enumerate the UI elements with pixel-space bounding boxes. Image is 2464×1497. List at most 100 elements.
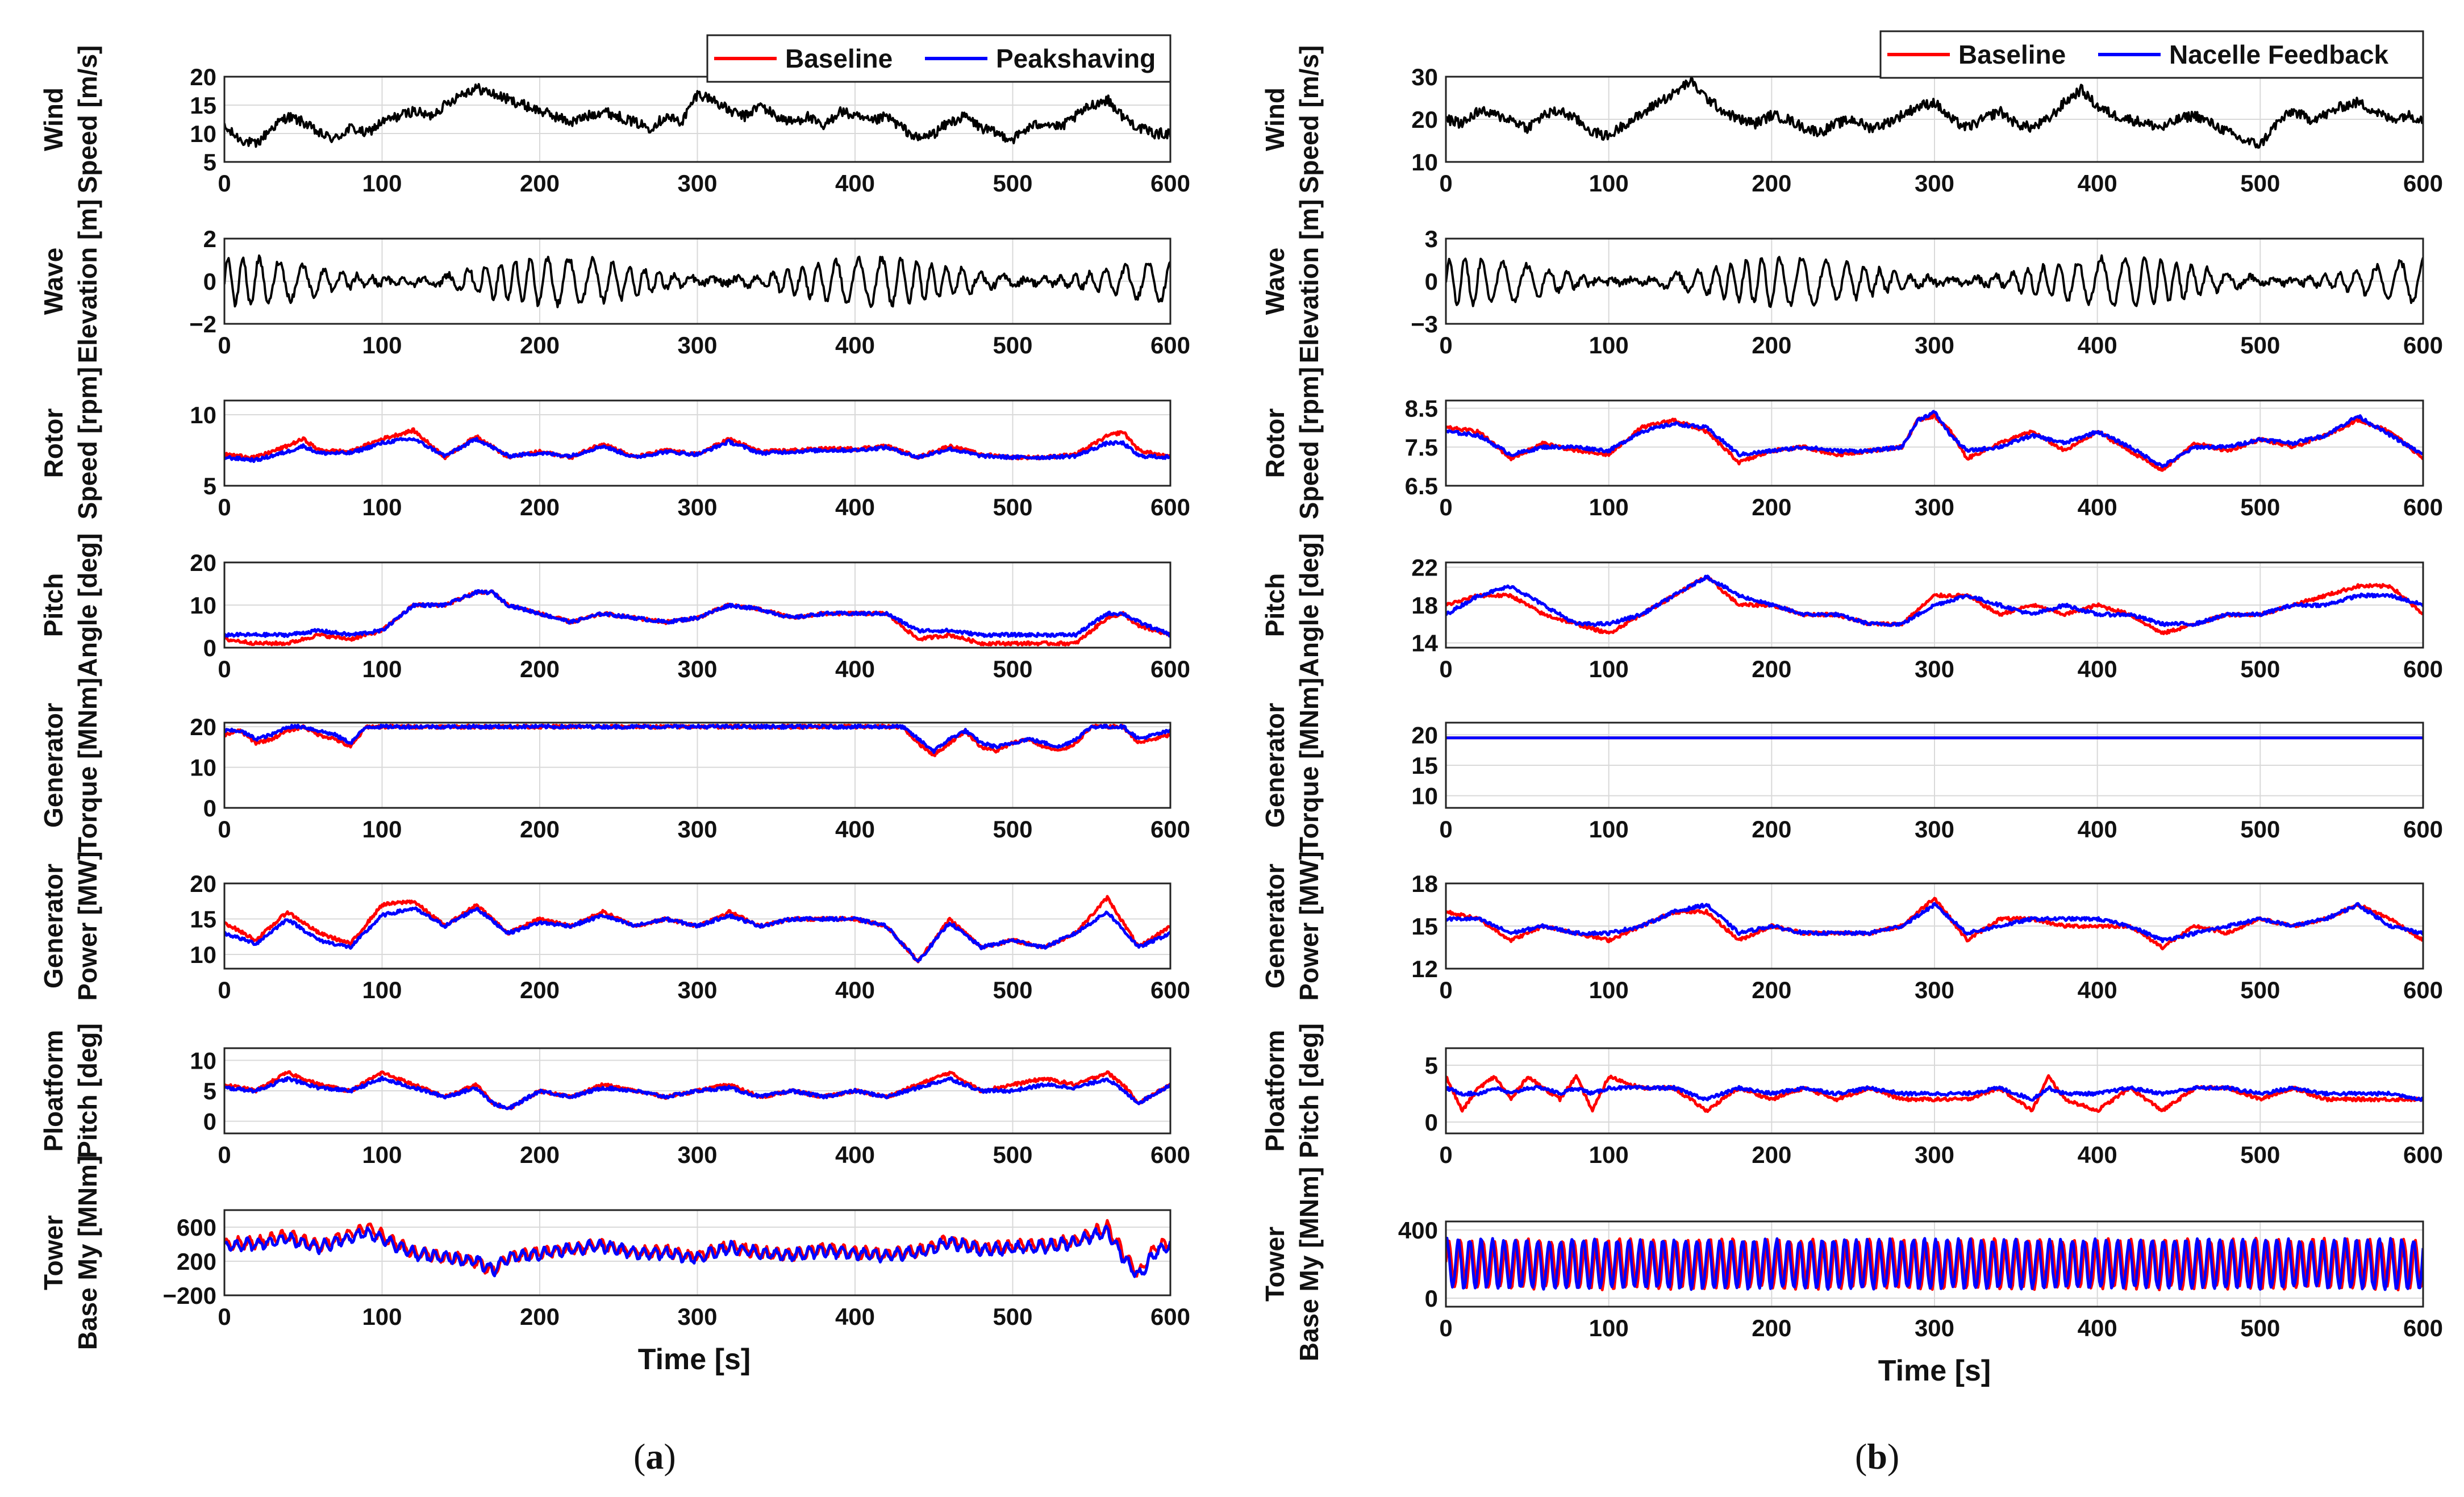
y-axis-label-line-1: Generator [39, 703, 68, 828]
y-axis-label-line-2: Pitch [deg] [1294, 1023, 1324, 1158]
subplot-a-4: 0 100 200 300 400 500 600 0 10 20 Pitch Angle [deg] [39, 533, 1190, 682]
x-tick-label: 200 [1752, 494, 1791, 520]
series-line-nacelle-feedback [1446, 410, 2423, 469]
series-group [1446, 254, 2423, 308]
x-tick-label: 200 [520, 977, 560, 1003]
y-tick-label: −2 [189, 311, 216, 337]
x-tick-label: 400 [2078, 170, 2117, 197]
series-line-peakshaving [224, 723, 1170, 754]
axes-box [1445, 237, 2424, 325]
y-axis-label-line-1: Rotor [1260, 408, 1290, 478]
y-axis-label-line-1: Rotor [39, 408, 68, 478]
y-tick-label: −3 [1411, 311, 1438, 337]
y-axis-label-line-2: Angle [deg] [1294, 533, 1324, 677]
x-tick-label: 100 [1589, 816, 1629, 843]
x-tick-label: 200 [520, 1303, 560, 1330]
axes-box [223, 1047, 1171, 1135]
y-tick-label: 30 [1411, 64, 1438, 90]
y-tick-label: 10 [1411, 149, 1438, 176]
y-tick-label: 10 [190, 754, 216, 781]
x-tick-label: 300 [677, 977, 717, 1003]
x-tick-label: 600 [1150, 977, 1190, 1003]
x-tick-label: 100 [362, 332, 402, 358]
x-tick-label: 100 [1589, 1141, 1629, 1168]
x-tick-label: 400 [835, 1141, 875, 1168]
x-tick-label: 500 [993, 170, 1032, 197]
x-tick-label: 300 [1915, 977, 1954, 1003]
y-tick-label: 12 [1411, 956, 1438, 982]
y-axis-label-line-1: Pitch [39, 573, 68, 637]
x-tick-label: 300 [1915, 170, 1954, 197]
x-tick-label: 600 [2403, 1141, 2443, 1168]
y-axis-label-line-2: Speed [rpm] [73, 367, 102, 519]
x-tick-label: 500 [2240, 977, 2280, 1003]
x-tick-label: 500 [993, 1303, 1032, 1330]
x-tick-label: 500 [993, 816, 1032, 843]
x-tick-label: 300 [677, 170, 717, 197]
y-tick-label: 6.5 [1405, 473, 1438, 499]
axes-box [1445, 1220, 2424, 1308]
series-group [1446, 896, 2423, 950]
x-tick-label: 400 [2078, 494, 2117, 520]
y-axis-label-line-2: Speed [rpm] [1294, 367, 1324, 519]
y-axis-label-line-2: Torque [MNm] [1294, 678, 1324, 853]
x-tick-label: 300 [1915, 332, 1954, 358]
x-tick-label: 200 [520, 332, 560, 358]
y-tick-label: 10 [190, 120, 216, 147]
x-tick-label: 300 [677, 1141, 717, 1168]
x-tick-label: 0 [218, 1303, 231, 1330]
y-axis-label-line-1: Ploatform [39, 1030, 68, 1152]
series-group [224, 723, 1170, 757]
x-tick-label: 0 [218, 656, 231, 682]
x-tick-label: 400 [835, 332, 875, 358]
y-tick-label: 0 [1425, 1109, 1438, 1136]
x-tick-label: 200 [1752, 1141, 1791, 1168]
x-tick-label: 200 [520, 656, 560, 682]
x-tick-label: 200 [1752, 656, 1791, 682]
legend-entry: Baseline [785, 44, 893, 73]
x-tick-label: 0 [218, 1141, 231, 1168]
subplot-b-7: 0 100 200 300 400 500 600 0 5 Ploatform Pitch [deg… [1260, 1023, 2443, 1168]
y-tick-label: 18 [1411, 592, 1438, 619]
x-tick-label: 400 [2078, 656, 2117, 682]
x-tick-label: 200 [520, 816, 560, 843]
y-axis-label-line-1: Tower [1260, 1227, 1290, 1302]
x-tick-label: 300 [1915, 816, 1954, 843]
x-tick-label: 600 [2403, 1315, 2443, 1341]
series-line-baseline [224, 1219, 1170, 1278]
x-tick-label: 500 [2240, 816, 2280, 843]
x-tick-label: 400 [2078, 1315, 2117, 1341]
legend: Baseline Nacelle Feedback [1879, 30, 2424, 79]
x-tick-label: 500 [2240, 170, 2280, 197]
x-axis-label: Time [s] [638, 1343, 751, 1376]
y-tick-label: 15 [190, 92, 216, 119]
y-tick-label: 7.5 [1405, 434, 1438, 461]
y-tick-label: 22 [1411, 554, 1438, 581]
y-tick-label: 20 [1411, 106, 1438, 133]
y-tick-label: −200 [162, 1282, 216, 1309]
x-tick-label: 500 [2240, 656, 2280, 682]
x-tick-label: 400 [835, 656, 875, 682]
subplot-b-5: 0 100 200 300 400 500 600 10 15 20 Generator Torque… [1260, 678, 2443, 853]
axes-box [223, 561, 1171, 649]
axes-box [223, 1209, 1171, 1296]
x-tick-label: 600 [1150, 332, 1190, 358]
y-axis-label-line-1: Wave [1260, 248, 1290, 315]
x-tick-label: 100 [362, 656, 402, 682]
y-axis-label-line-1: Generator [39, 864, 68, 989]
x-tick-label: 600 [2403, 494, 2443, 520]
series-group [1446, 77, 2423, 149]
y-axis-label-line-1: Generator [1260, 703, 1290, 828]
axes-box [1445, 1047, 2424, 1135]
series-line-peakshaving [224, 436, 1170, 463]
x-tick-label: 0 [218, 332, 231, 358]
x-tick-label: 0 [1439, 656, 1452, 682]
x-tick-label: 100 [362, 170, 402, 197]
panel-label: (b) [1855, 1436, 1899, 1477]
x-tick-label: 100 [1589, 170, 1629, 197]
series-group [224, 1070, 1170, 1111]
y-axis-label-line-2: Pitch [deg] [73, 1023, 102, 1158]
x-tick-label: 200 [520, 494, 560, 520]
x-tick-label: 0 [1439, 170, 1452, 197]
y-tick-label: 400 [1398, 1217, 1438, 1244]
